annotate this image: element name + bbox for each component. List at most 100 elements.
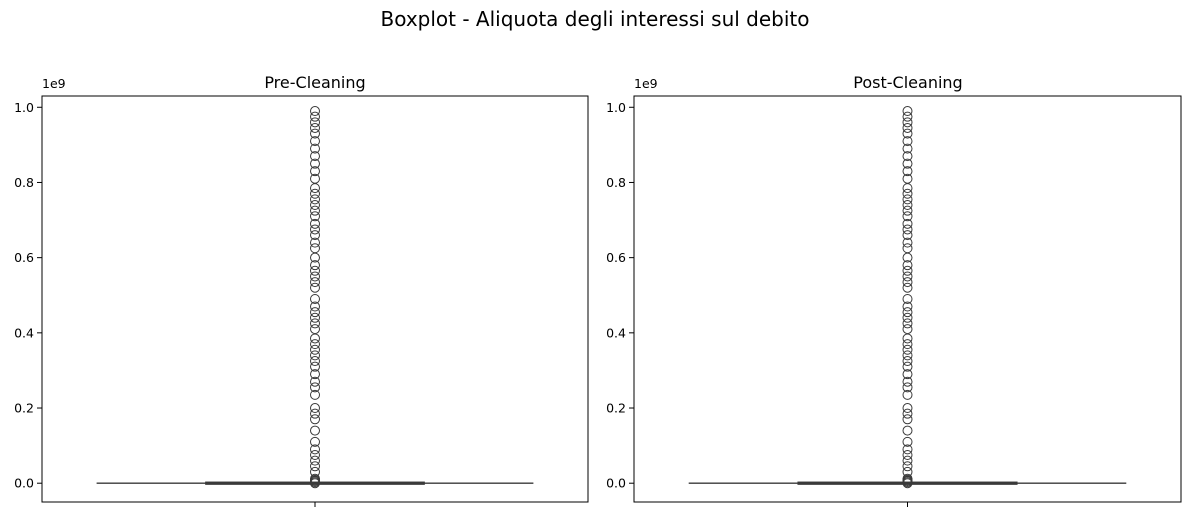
outlier-point-post-cleaning	[902, 136, 913, 147]
y-tick-label-pre-cleaning: 0.0	[14, 476, 34, 491]
outlier-point-post-cleaning	[902, 473, 913, 484]
outlier-point-post-cleaning	[902, 205, 913, 216]
y-offset-label-pre-cleaning: 1e9	[42, 76, 66, 91]
outlier-point-pre-cleaning	[310, 243, 320, 254]
outlier-point-pre-cleaning	[310, 194, 320, 205]
outlier-point-post-cleaning	[902, 218, 913, 229]
outlier-point-post-cleaning	[902, 376, 913, 387]
outlier-point-post-cleaning	[902, 361, 913, 372]
outlier-point-pre-cleaning	[310, 158, 320, 169]
figure-suptitle: Boxplot - Aliquota degli interessi sul d…	[380, 7, 809, 31]
outlier-point-post-cleaning	[902, 166, 913, 177]
y-tick-label-post-cleaning: 0.8	[606, 175, 626, 190]
outlier-point-post-cleaning	[902, 436, 913, 447]
outlier-point-post-cleaning	[902, 333, 913, 344]
outlier-point-post-cleaning	[902, 277, 913, 288]
outlier-point-pre-cleaning	[310, 211, 320, 222]
outlier-point-post-cleaning	[902, 128, 913, 139]
outlier-point-post-cleaning	[902, 403, 913, 414]
outlier-point-post-cleaning	[902, 271, 913, 282]
outlier-point-pre-cleaning	[310, 106, 320, 117]
outlier-point-post-cleaning	[902, 211, 913, 222]
y-tick-label-pre-cleaning: 0.2	[14, 401, 34, 416]
y-tick-label-post-cleaning: 0.0	[606, 476, 626, 491]
outlier-point-pre-cleaning	[310, 277, 320, 288]
plot-area-pre-cleaning	[41, 95, 589, 503]
outlier-point-post-cleaning	[902, 111, 913, 122]
outlier-point-pre-cleaning	[310, 466, 320, 477]
outlier-point-pre-cleaning	[310, 128, 320, 139]
outlier-point-post-cleaning	[902, 183, 913, 194]
panel-title-pre-cleaning: Pre-Cleaning	[264, 73, 365, 92]
outlier-point-post-cleaning	[902, 414, 913, 425]
outlier-point-pre-cleaning	[310, 237, 320, 248]
outlier-point-pre-cleaning	[310, 218, 320, 229]
outlier-point-pre-cleaning	[310, 389, 320, 400]
panel-post-cleaning: Post-Cleaning 1e9 0.0 0.2 0.4 0.6 0.8 1.0	[606, 73, 1182, 507]
outlier-point-post-cleaning	[902, 461, 913, 472]
outlier-point-post-cleaning	[902, 194, 913, 205]
outlier-point-pre-cleaning	[310, 473, 320, 484]
outlier-point-pre-cleaning	[310, 455, 320, 466]
outlier-point-pre-cleaning	[310, 294, 320, 304]
outlier-point-pre-cleaning	[310, 260, 320, 271]
outlier-point-pre-cleaning	[310, 136, 320, 147]
y-offset-label-post-cleaning: 1e9	[634, 76, 658, 91]
outlier-point-pre-cleaning	[310, 122, 320, 133]
outlier-point-post-cleaning	[902, 382, 913, 393]
outlier-point-post-cleaning	[902, 265, 913, 276]
outlier-point-pre-cleaning	[310, 224, 320, 235]
outlier-point-pre-cleaning	[310, 324, 320, 335]
outlier-point-post-cleaning	[902, 282, 913, 293]
outlier-point-pre-cleaning	[310, 333, 320, 344]
outlier-point-post-cleaning	[902, 324, 913, 335]
outlier-point-pre-cleaning	[310, 151, 320, 162]
outlier-point-post-cleaning	[902, 318, 913, 329]
outlier-point-post-cleaning	[902, 243, 913, 254]
outlier-point-post-cleaning	[902, 122, 913, 133]
outlier-point-post-cleaning	[902, 237, 913, 248]
outlier-point-pre-cleaning	[310, 271, 320, 282]
panel-title-post-cleaning: Post-Cleaning	[853, 73, 962, 92]
outlier-point-pre-cleaning	[310, 450, 320, 461]
outlier-point-pre-cleaning	[310, 403, 320, 414]
outlier-point-post-cleaning	[902, 173, 913, 184]
outlier-point-pre-cleaning	[310, 117, 320, 128]
outlier-point-pre-cleaning	[310, 166, 320, 177]
outlier-point-pre-cleaning	[310, 318, 320, 329]
outlier-point-post-cleaning	[902, 106, 913, 117]
outlier-point-pre-cleaning	[310, 361, 320, 372]
outlier-point-post-cleaning	[902, 339, 913, 350]
outlier-point-pre-cleaning	[310, 265, 320, 276]
outlier-point-pre-cleaning	[310, 344, 320, 355]
outlier-point-post-cleaning	[902, 312, 913, 323]
outlier-point-pre-cleaning	[310, 183, 320, 194]
outlier-point-post-cleaning	[902, 294, 913, 304]
outlier-point-pre-cleaning	[310, 356, 320, 367]
y-tick-label-post-cleaning: 0.6	[606, 250, 626, 265]
outlier-point-pre-cleaning	[310, 461, 320, 472]
outlier-point-pre-cleaning	[310, 414, 320, 425]
outlier-point-pre-cleaning	[310, 200, 320, 211]
outlier-point-pre-cleaning	[310, 425, 320, 436]
outlier-point-pre-cleaning	[310, 376, 320, 387]
outlier-point-pre-cleaning	[310, 205, 320, 216]
outlier-point-post-cleaning	[902, 224, 913, 235]
outlier-point-post-cleaning	[902, 117, 913, 128]
outlier-point-post-cleaning	[902, 143, 913, 154]
y-tick-label-post-cleaning: 0.4	[606, 325, 626, 340]
outlier-point-post-cleaning	[902, 466, 913, 477]
y-tick-label-post-cleaning: 0.2	[606, 401, 626, 416]
outlier-point-pre-cleaning	[310, 382, 320, 393]
outlier-point-post-cleaning	[902, 344, 913, 355]
outlier-point-pre-cleaning	[310, 282, 320, 293]
outlier-point-pre-cleaning	[310, 312, 320, 323]
outlier-point-pre-cleaning	[310, 339, 320, 350]
plot-area-post-cleaning	[633, 95, 1182, 503]
outlier-point-post-cleaning	[902, 455, 913, 466]
outlier-point-pre-cleaning	[310, 230, 320, 241]
y-tick-label-pre-cleaning: 0.6	[14, 250, 34, 265]
outlier-point-pre-cleaning	[310, 173, 320, 184]
outlier-point-pre-cleaning	[310, 188, 320, 199]
